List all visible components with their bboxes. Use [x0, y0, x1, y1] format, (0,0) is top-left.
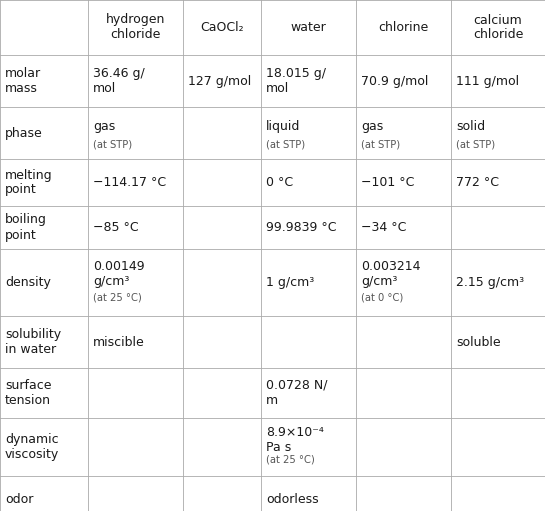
Text: (at 25 °C): (at 25 °C) [266, 455, 315, 465]
Text: 127 g/mol: 127 g/mol [188, 75, 251, 87]
Text: odorless: odorless [266, 493, 319, 506]
Text: 111 g/mol: 111 g/mol [456, 75, 519, 87]
Text: −101 °C: −101 °C [361, 176, 414, 189]
Text: −34 °C: −34 °C [361, 221, 407, 234]
Text: 8.9×10⁻⁴
Pa s: 8.9×10⁻⁴ Pa s [266, 426, 324, 454]
Text: −114.17 °C: −114.17 °C [93, 176, 166, 189]
Text: 0 °C: 0 °C [266, 176, 293, 189]
Text: CaOCl₂: CaOCl₂ [200, 21, 244, 34]
Text: 0.0728 N/
m: 0.0728 N/ m [266, 379, 328, 407]
Text: gas: gas [361, 120, 383, 133]
Text: boiling
point: boiling point [5, 214, 47, 242]
Text: odor: odor [5, 493, 33, 506]
Text: dynamic
viscosity: dynamic viscosity [5, 433, 59, 461]
Text: 772 °C: 772 °C [456, 176, 499, 189]
Text: hydrogen
chloride: hydrogen chloride [106, 13, 165, 41]
Text: (at 0 °C): (at 0 °C) [361, 292, 403, 302]
Text: water: water [290, 21, 326, 34]
Text: density: density [5, 276, 51, 289]
Text: chlorine: chlorine [378, 21, 428, 34]
Text: 18.015 g/
mol: 18.015 g/ mol [266, 67, 326, 95]
Text: (at 25 °C): (at 25 °C) [93, 292, 142, 302]
Text: 36.46 g/
mol: 36.46 g/ mol [93, 67, 145, 95]
Text: (at STP): (at STP) [93, 140, 132, 149]
Text: 99.9839 °C: 99.9839 °C [266, 221, 336, 234]
Text: 2.15 g/cm³: 2.15 g/cm³ [456, 276, 524, 289]
Text: calcium
chloride: calcium chloride [473, 13, 523, 41]
Text: 70.9 g/mol: 70.9 g/mol [361, 75, 428, 87]
Text: (at STP): (at STP) [361, 140, 400, 149]
Text: (at STP): (at STP) [266, 140, 305, 149]
Text: melting
point: melting point [5, 169, 53, 197]
Text: (at STP): (at STP) [456, 140, 495, 149]
Text: solubility
in water: solubility in water [5, 328, 61, 356]
Text: surface
tension: surface tension [5, 379, 51, 407]
Text: 0.003214
g/cm³: 0.003214 g/cm³ [361, 261, 421, 289]
Text: miscible: miscible [93, 336, 145, 349]
Text: liquid: liquid [266, 120, 300, 133]
Text: 0.00149
g/cm³: 0.00149 g/cm³ [93, 261, 144, 289]
Text: −85 °C: −85 °C [93, 221, 138, 234]
Text: phase: phase [5, 127, 43, 140]
Text: gas: gas [93, 120, 115, 133]
Text: solid: solid [456, 120, 485, 133]
Text: 1 g/cm³: 1 g/cm³ [266, 276, 314, 289]
Text: soluble: soluble [456, 336, 501, 349]
Text: molar
mass: molar mass [5, 67, 41, 95]
